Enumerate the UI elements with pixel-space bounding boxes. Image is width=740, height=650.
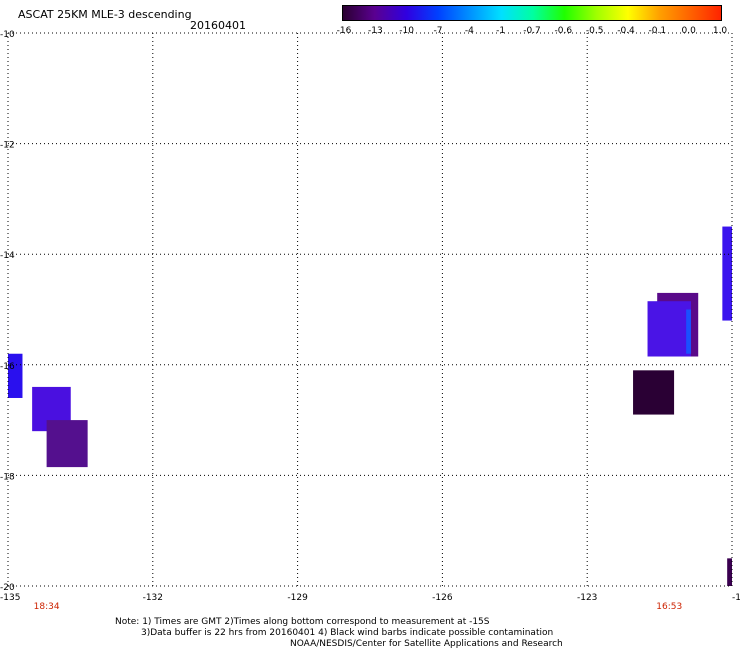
color-scale-label: -7 (433, 26, 443, 36)
x-tick-label: -120 (732, 593, 740, 603)
wind-cell (649, 320, 691, 343)
color-scale-label: -0.6 (554, 26, 573, 36)
wind-cell (46, 420, 88, 468)
color-scale-label: -0.1 (648, 26, 667, 36)
y-tick-label: -12 (0, 141, 15, 151)
x-tick-label: -129 (287, 593, 308, 603)
wind-cell (8, 353, 23, 398)
color-scale-gradient (343, 6, 721, 20)
color-scale-label: -16 (336, 26, 352, 36)
x-tick-label: -126 (432, 593, 453, 603)
x-tick-label: -132 (143, 593, 163, 603)
color-scale-label: 1.0 (712, 26, 728, 36)
pass-time-label: 16:53 (656, 602, 682, 612)
y-tick-label: -18 (0, 472, 15, 482)
wind-cell (722, 226, 732, 321)
color-scale-label: -4 (464, 26, 474, 36)
note-line-1: Note: 1) Times are GMT 2)Times along bot… (115, 617, 490, 627)
pass-time-label: 18:34 (34, 602, 60, 612)
x-tick-label: -123 (577, 593, 597, 603)
x-tick-label: -135 (0, 593, 20, 603)
color-scale-label: -0.7 (523, 26, 541, 36)
note-line-2: 3)Data buffer is 22 hrs from 20160401 4)… (141, 628, 554, 638)
y-tick-label: -20 (0, 583, 15, 593)
note-line-3: NOAA/NESDIS/Center for Satellite Applica… (290, 639, 563, 649)
color-scale-label: -0.4 (617, 26, 635, 36)
color-scale-label: -10 (399, 26, 415, 36)
color-scale-bar (342, 5, 722, 21)
color-scale-label: -13 (367, 26, 383, 36)
footnotes: Note: 1) Times are GMT 2)Times along bot… (115, 617, 563, 650)
color-scale-label: -0.5 (585, 26, 604, 36)
wind-cell (686, 309, 691, 354)
y-tick-label: -16 (0, 362, 15, 372)
wind-cell (633, 370, 675, 415)
color-scale-label: 0.0 (681, 26, 696, 36)
product-title: ASCAT 25KM MLE-3 descending (18, 8, 192, 21)
color-scale-label: -1 (496, 26, 506, 36)
product-date: 20160401 (190, 19, 246, 32)
wind-cell (727, 558, 732, 586)
y-tick-label: -14 (0, 251, 15, 261)
y-tick-label: -10 (0, 30, 15, 40)
